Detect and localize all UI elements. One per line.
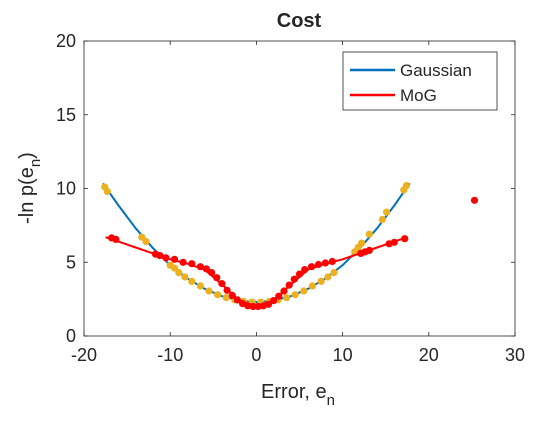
gaussian-data-point: [222, 294, 230, 302]
mog-data-point: [196, 263, 204, 271]
mog-data-point: [170, 255, 179, 263]
legend-box: [342, 51, 498, 111]
y-tick-label: 20: [56, 31, 76, 51]
x-tick-label: 30: [505, 345, 525, 365]
mog-data-point: [202, 265, 210, 273]
gaussian-data-point: [188, 277, 196, 285]
mog-data-point: [233, 296, 241, 304]
gaussian-data-point: [170, 264, 179, 272]
mog-data-point: [301, 266, 309, 274]
gaussian-data-point: [330, 269, 338, 277]
y-tick-label: 5: [66, 252, 76, 272]
x-axis-ticks: -20 -10 0 10 20 30: [71, 41, 525, 365]
mog-data-point: [213, 274, 221, 282]
gaussian-data-point: [175, 269, 183, 277]
mog-data-point: [223, 286, 231, 294]
x-axis-label: Error, en: [261, 381, 335, 409]
mog-data-point: [264, 300, 273, 308]
gaussian-data-point: [214, 291, 222, 299]
legend-gaussian-label: Gaussian: [400, 61, 472, 80]
legend-mog-label: MoG: [400, 86, 437, 105]
mog-data-point: [295, 270, 304, 278]
gaussian-data-point: [291, 291, 299, 299]
x-tick-label: 20: [419, 345, 439, 365]
y-axis-ticks: 0 5 10 15 20: [56, 31, 515, 346]
mog-data-point: [280, 287, 288, 295]
gaussian-data-point: [283, 294, 291, 302]
mog-data-point: [249, 302, 257, 311]
x-tick-label: 10: [333, 345, 353, 365]
gaussian-data-point: [308, 282, 316, 290]
gaussian-data-point: [205, 287, 213, 295]
gaussian-data-point: [383, 208, 391, 216]
mog-data-point: [162, 254, 170, 262]
mog-data-point: [470, 196, 479, 204]
legend: Gaussian MoG: [342, 51, 498, 111]
mog-data-point: [390, 238, 398, 246]
mog-data-point: [321, 259, 329, 267]
mog-data-point: [290, 275, 298, 283]
gaussian-data-point: [365, 230, 373, 238]
mog-data-point: [112, 235, 120, 243]
y-tick-label: 10: [56, 179, 76, 199]
gaussian-data-point: [358, 239, 366, 247]
series-layer: [101, 182, 479, 311]
mog-data-point: [401, 235, 409, 243]
gaussian-data-point: [196, 282, 204, 290]
mog-data-point: [275, 292, 283, 300]
mog-data-point: [365, 246, 373, 254]
mog-data-point: [156, 252, 164, 260]
gaussian-data-point: [138, 233, 146, 241]
gaussian-data-point: [378, 215, 386, 224]
y-tick-label: 15: [56, 105, 76, 125]
y-axis-label: -ln p(en): [16, 152, 44, 224]
mog-data-point: [218, 280, 226, 288]
gaussian-data-point: [142, 238, 150, 246]
mog-data-point: [188, 260, 196, 268]
x-tick-label: 0: [251, 345, 261, 365]
mog-data-point: [208, 269, 216, 277]
gaussian-data-point: [103, 187, 111, 195]
mog-data-point: [179, 258, 187, 266]
mog-data-point: [308, 263, 316, 271]
mog-data-point: [270, 297, 278, 305]
gaussian-data-point: [402, 182, 410, 190]
x-tick-label: -20: [71, 345, 97, 365]
chart-title: Cost: [277, 10, 322, 32]
y-tick-label: 0: [66, 326, 76, 346]
mog-data-point: [314, 260, 323, 269]
gaussian-data-point: [300, 287, 308, 295]
x-tick-label: -10: [157, 345, 183, 365]
gaussian-data-point: [317, 277, 325, 285]
mog-data-point: [328, 257, 336, 266]
gaussian-data-point: [181, 273, 189, 281]
mog-data-point: [285, 281, 293, 289]
mog-data-point: [228, 291, 236, 299]
gaussian-data-point: [324, 273, 332, 281]
